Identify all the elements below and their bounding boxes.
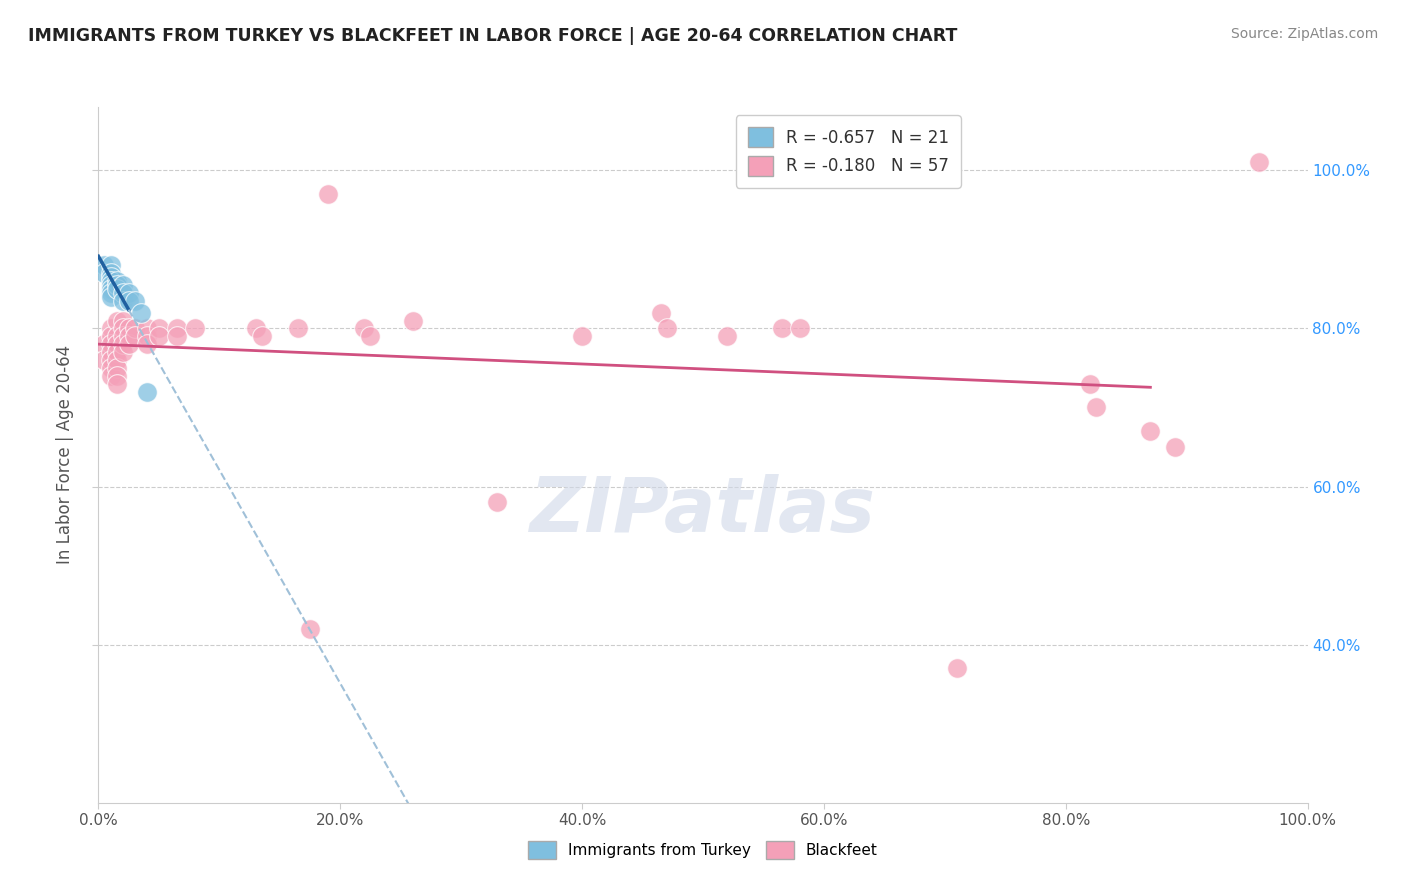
Point	[105, 361, 128, 376]
Point	[100, 282, 122, 296]
Point	[105, 274, 128, 288]
Point	[111, 321, 134, 335]
Point	[124, 321, 146, 335]
Point	[93, 266, 115, 280]
Point	[105, 337, 128, 351]
Point	[1078, 376, 1101, 391]
Point	[100, 266, 122, 280]
Point	[486, 495, 509, 509]
Point	[148, 329, 170, 343]
Point	[100, 361, 122, 376]
Point	[1163, 440, 1185, 454]
Point	[105, 368, 128, 383]
Point	[118, 329, 141, 343]
Point	[118, 321, 141, 335]
Y-axis label: In Labor Force | Age 20-64: In Labor Force | Age 20-64	[56, 345, 75, 565]
Point	[93, 353, 115, 368]
Point	[100, 329, 122, 343]
Point	[100, 277, 122, 292]
Point	[111, 345, 134, 359]
Legend: Immigrants from Turkey, Blackfeet: Immigrants from Turkey, Blackfeet	[522, 835, 884, 864]
Point	[124, 329, 146, 343]
Point	[148, 321, 170, 335]
Point	[135, 321, 157, 335]
Point	[166, 329, 188, 343]
Point	[93, 337, 115, 351]
Point	[124, 293, 146, 308]
Point	[100, 270, 122, 285]
Point	[100, 290, 122, 304]
Point	[118, 293, 141, 308]
Point	[245, 321, 267, 335]
Point	[100, 258, 122, 272]
Point	[287, 321, 309, 335]
Point	[716, 329, 738, 343]
Point	[111, 337, 134, 351]
Point	[571, 329, 593, 343]
Point	[93, 258, 115, 272]
Point	[166, 321, 188, 335]
Point	[1139, 424, 1161, 438]
Point	[650, 305, 672, 319]
Text: Source: ZipAtlas.com: Source: ZipAtlas.com	[1230, 27, 1378, 41]
Point	[770, 321, 793, 335]
Point	[111, 285, 134, 300]
Point	[946, 661, 969, 675]
Point	[105, 329, 128, 343]
Point	[100, 353, 122, 368]
Point	[100, 285, 122, 300]
Point	[105, 345, 128, 359]
Point	[135, 329, 157, 343]
Point	[118, 337, 141, 351]
Point	[100, 337, 122, 351]
Point	[135, 337, 157, 351]
Point	[129, 305, 152, 319]
Point	[184, 321, 207, 335]
Point	[1085, 401, 1108, 415]
Point	[402, 313, 425, 327]
Point	[100, 368, 122, 383]
Point	[353, 321, 375, 335]
Point	[105, 313, 128, 327]
Point	[655, 321, 678, 335]
Point	[100, 321, 122, 335]
Text: IMMIGRANTS FROM TURKEY VS BLACKFEET IN LABOR FORCE | AGE 20-64 CORRELATION CHART: IMMIGRANTS FROM TURKEY VS BLACKFEET IN L…	[28, 27, 957, 45]
Point	[111, 329, 134, 343]
Point	[111, 313, 134, 327]
Point	[111, 293, 134, 308]
Point	[360, 329, 382, 343]
Point	[1249, 155, 1271, 169]
Text: ZIPatlas: ZIPatlas	[530, 474, 876, 548]
Point	[299, 622, 322, 636]
Point	[105, 376, 128, 391]
Point	[250, 329, 273, 343]
Point	[100, 345, 122, 359]
Point	[105, 282, 128, 296]
Point	[118, 285, 141, 300]
Point	[105, 277, 128, 292]
Point	[111, 277, 134, 292]
Point	[105, 353, 128, 368]
Point	[135, 384, 157, 399]
Point	[316, 187, 339, 202]
Point	[789, 321, 811, 335]
Point	[100, 274, 122, 288]
